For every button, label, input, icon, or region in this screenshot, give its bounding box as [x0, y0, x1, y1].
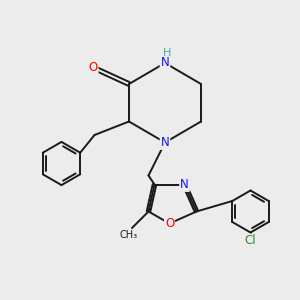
- Text: CH₃: CH₃: [120, 230, 138, 241]
- Text: O: O: [88, 61, 98, 74]
- Text: N: N: [180, 178, 189, 191]
- Text: N: N: [160, 136, 169, 149]
- Text: Cl: Cl: [245, 234, 256, 248]
- Text: O: O: [165, 217, 174, 230]
- Text: N: N: [160, 56, 169, 70]
- Text: H: H: [163, 48, 172, 59]
